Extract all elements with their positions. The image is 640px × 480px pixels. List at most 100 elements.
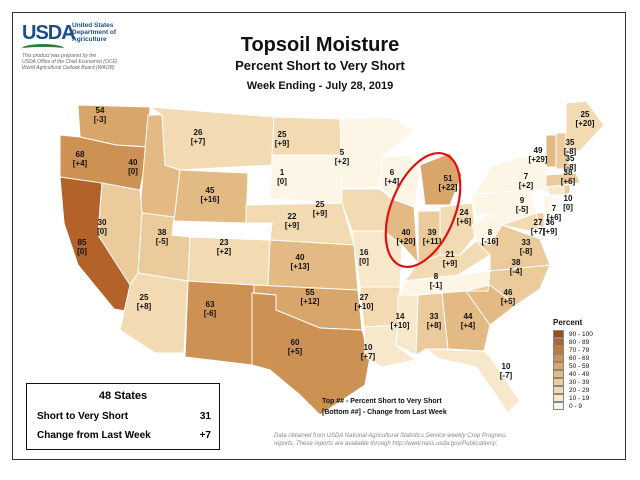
week-ending: Week Ending - July 28, 2019 bbox=[246, 80, 394, 92]
state-value-ne: 22 bbox=[288, 212, 297, 221]
state-change-wv: [-16] bbox=[482, 237, 499, 246]
state-change-vt: [+29] bbox=[529, 155, 548, 164]
state-change-ne: [+9] bbox=[285, 221, 300, 230]
legend-item: 10 - 19 bbox=[553, 394, 623, 402]
legend-swatch bbox=[553, 354, 564, 362]
legend-item: 80 - 89 bbox=[553, 338, 623, 346]
state-change-oh: [+6] bbox=[457, 217, 472, 226]
state-value-nj: 7 bbox=[552, 204, 557, 213]
state-value-ks: 40 bbox=[296, 253, 305, 262]
legend-label: 50 - 59 bbox=[569, 362, 590, 370]
state-change-mn: [+2] bbox=[335, 157, 350, 166]
legend-label: 10 - 19 bbox=[569, 394, 590, 402]
legend-label: 30 - 39 bbox=[569, 378, 590, 386]
state-value-sc: 46 bbox=[504, 288, 513, 297]
legend-rows: 90 - 100 80 - 89 70 - 79 60 - 69 50 - 59 40 -… bbox=[553, 330, 623, 410]
state-nc bbox=[465, 264, 551, 306]
source-line-2: reports. These reports are available thr… bbox=[274, 441, 498, 447]
state-change-pa: [-5] bbox=[516, 205, 529, 214]
summary-row-value: +7 bbox=[199, 430, 211, 441]
state-value-wy: 45 bbox=[206, 186, 215, 195]
legend-swatch bbox=[553, 370, 564, 378]
state-change-ga: [+4] bbox=[461, 321, 476, 330]
state-change-ut: [-5] bbox=[156, 237, 169, 246]
state-value-pa: 9 bbox=[520, 196, 525, 205]
state-value-ia: 25 bbox=[316, 200, 325, 209]
state-value-ma: 35 bbox=[566, 154, 575, 163]
legend-item: 70 - 79 bbox=[553, 346, 623, 354]
state-change-me: [+20] bbox=[576, 119, 595, 128]
state-ri bbox=[563, 184, 571, 196]
legend-swatch bbox=[553, 394, 564, 402]
usda-logo: USDA United States Department of Agricul… bbox=[22, 20, 172, 80]
legend-label: 40 - 49 bbox=[569, 370, 590, 378]
dept-line-2: Department of bbox=[72, 29, 117, 36]
state-change-ky: [+9] bbox=[443, 259, 458, 268]
state-change-ca: [0] bbox=[77, 247, 87, 256]
state-value-la: 10 bbox=[364, 343, 373, 352]
state-change-va: [-8] bbox=[520, 247, 533, 256]
legend-swatch bbox=[553, 386, 564, 394]
state-fl bbox=[424, 348, 521, 414]
legend-item: 30 - 39 bbox=[553, 378, 623, 386]
state-ne bbox=[245, 202, 355, 246]
legend-swatch bbox=[553, 330, 564, 338]
legend-swatch bbox=[553, 402, 564, 410]
state-value-tn: 8 bbox=[434, 272, 439, 281]
state-value-ky: 21 bbox=[446, 250, 455, 259]
legend-item: 20 - 29 bbox=[553, 386, 623, 394]
state-value-mo: 16 bbox=[360, 248, 369, 257]
state-change-co: [+2] bbox=[217, 247, 232, 256]
state-mt bbox=[148, 106, 275, 171]
state-value-in: 39 bbox=[428, 228, 437, 237]
legend-item: 60 - 69 bbox=[553, 354, 623, 362]
legend-title: Percent bbox=[553, 318, 583, 327]
usda-swoosh-icon bbox=[22, 44, 64, 53]
usda-wordmark: USDA bbox=[22, 22, 76, 44]
state-value-nv: 30 bbox=[98, 218, 107, 227]
state-de bbox=[535, 212, 545, 228]
state-value-ms: 14 bbox=[396, 312, 405, 321]
legend-item: 0 - 9 bbox=[553, 402, 623, 410]
state-value-md: 27 bbox=[534, 218, 543, 227]
source-line-1: Data obtained from USDA National Agricul… bbox=[274, 433, 506, 439]
highlight-ellipse bbox=[384, 151, 462, 269]
state-value-tx: 60 bbox=[291, 338, 300, 347]
state-co bbox=[187, 236, 271, 289]
state-value-wa: 54 bbox=[96, 106, 105, 115]
state-ma bbox=[545, 172, 581, 188]
state-ny bbox=[470, 152, 551, 196]
state-change-nd: [+9] bbox=[275, 139, 290, 148]
state-ia bbox=[341, 188, 393, 232]
state-change-wy: [+16] bbox=[201, 195, 220, 204]
state-mi bbox=[419, 152, 463, 206]
state-change-ny: [+2] bbox=[519, 181, 534, 190]
state-value-mt: 26 bbox=[194, 128, 203, 137]
state-change-nc: [-4] bbox=[510, 267, 523, 276]
state-nj bbox=[543, 194, 555, 222]
state-change-wa: [-3] bbox=[94, 115, 107, 124]
state-change-mo: [0] bbox=[359, 257, 369, 266]
legend-label: 0 - 9 bbox=[569, 402, 583, 410]
state-value-ok: 55 bbox=[306, 288, 315, 297]
state-change-az: [+8] bbox=[137, 302, 152, 311]
state-nm bbox=[184, 280, 255, 366]
legend-label: 80 - 89 bbox=[569, 338, 590, 346]
legend-swatch bbox=[553, 346, 564, 354]
state-change-ar: [+10] bbox=[355, 302, 374, 311]
state-change-md: [+7] bbox=[531, 227, 546, 236]
state-value-me: 25 bbox=[581, 110, 590, 119]
summary-box: 48 States Short to Very Short 31 Change … bbox=[26, 383, 220, 450]
state-value-mi: 51 bbox=[444, 174, 453, 183]
summary-row-label: Change from Last Week bbox=[37, 430, 151, 441]
state-value-oh: 24 bbox=[460, 208, 469, 217]
state-change-il: [+20] bbox=[397, 237, 416, 246]
state-value-az: 25 bbox=[140, 293, 149, 302]
dept-line-1: United States bbox=[72, 22, 114, 29]
legend-swatch bbox=[553, 338, 564, 346]
state-value-nc: 38 bbox=[512, 258, 521, 267]
state-value-va: 33 bbox=[522, 238, 531, 247]
state-change-id: [0] bbox=[128, 167, 138, 176]
state-value-wv: 8 bbox=[488, 228, 493, 237]
dept-line-3: Agriculture bbox=[72, 36, 107, 43]
